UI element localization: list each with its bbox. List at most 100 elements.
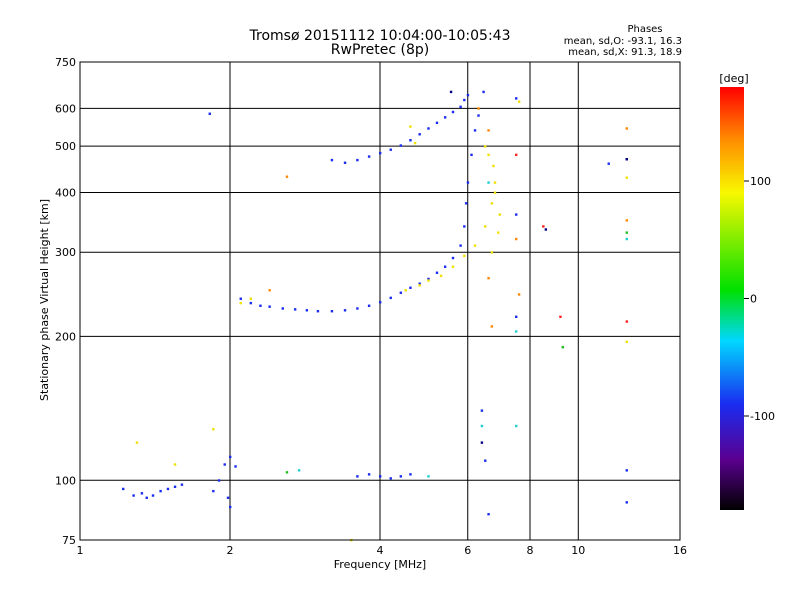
data-point (515, 315, 518, 319)
x-axis-label: Frequency [MHz] (334, 558, 426, 571)
x-axis-ticks: 1 2 4 6 8 10 16 (77, 544, 688, 557)
data-point (356, 475, 359, 478)
data-point (239, 301, 242, 305)
data-point (226, 496, 230, 499)
data-point (464, 202, 468, 205)
chart-subtitle: RwPretec (8p) (331, 42, 429, 58)
data-point (487, 129, 490, 132)
data-point (427, 475, 430, 478)
data-point (451, 265, 455, 268)
data-point (413, 141, 417, 145)
data-point (517, 100, 521, 103)
y-axis-label: Stationary phase Virtual Height [km] (38, 199, 51, 401)
data-point (484, 459, 487, 462)
data-point (625, 469, 628, 472)
data-point (515, 213, 518, 216)
x-tick-label: 10 (571, 544, 585, 557)
data-point (229, 505, 232, 509)
data-point (515, 237, 518, 241)
data-point (625, 237, 628, 241)
data-point (459, 244, 462, 247)
data-point (281, 307, 284, 310)
data-point (484, 225, 487, 228)
data-point (212, 489, 215, 493)
data-point (466, 93, 470, 97)
colorbar-ticks: 100 0 -100 (744, 175, 775, 423)
data-point (561, 346, 564, 349)
data-point (449, 90, 453, 94)
data-point (418, 284, 421, 287)
data-point (443, 265, 447, 268)
chart-title: Tromsø 20151112 10:04:00-10:05:43 (249, 28, 511, 44)
x-tick-label: 2 (227, 544, 234, 557)
data-point (297, 469, 301, 472)
data-point (487, 181, 490, 184)
data-point (477, 114, 480, 117)
data-point (151, 494, 155, 497)
data-point (316, 310, 320, 313)
data-point (259, 304, 262, 307)
data-point (496, 231, 500, 234)
data-point (356, 307, 359, 310)
data-point (135, 441, 139, 444)
stats-line-x: mean, sd,X: 91.3, 18.9 (568, 47, 682, 58)
data-point (330, 158, 334, 162)
y-tick-label: 75 (62, 534, 76, 547)
data-point (367, 473, 371, 476)
data-point (268, 305, 271, 308)
data-point (451, 110, 455, 114)
data-point (463, 98, 466, 102)
data-point (285, 175, 289, 178)
data-point (268, 289, 271, 292)
data-point (159, 489, 162, 493)
data-point (343, 309, 347, 312)
stats-line-o: mean, sd,O: -93.1, 16.3 (564, 36, 682, 47)
data-point (490, 325, 494, 328)
data-point (208, 112, 211, 115)
y-tick-label: 600 (55, 102, 76, 115)
data-point (490, 251, 494, 254)
y-tick-label: 200 (55, 330, 76, 343)
data-point (389, 148, 392, 151)
data-point (480, 409, 484, 412)
x-tick-label: 16 (673, 544, 687, 557)
data-point (544, 228, 548, 231)
data-point (473, 129, 477, 132)
data-point (466, 181, 470, 184)
colorbar-label: [deg] (719, 72, 748, 85)
data-point (477, 107, 480, 110)
data-point (484, 145, 487, 148)
grid-lines (80, 62, 680, 540)
data-point (625, 340, 628, 344)
data-point (399, 291, 403, 294)
data-point (223, 463, 226, 466)
data-point (492, 164, 495, 168)
data-point (493, 181, 497, 184)
data-point (367, 304, 371, 307)
y-tick-label: 400 (55, 186, 76, 199)
data-point (427, 127, 430, 130)
data-point (173, 463, 177, 466)
data-point (517, 293, 521, 296)
data-point (409, 125, 412, 128)
data-point (409, 139, 412, 142)
y-tick-label: 300 (55, 246, 76, 259)
data-point (463, 225, 466, 228)
data-point (482, 90, 485, 94)
data-point (625, 231, 628, 234)
data-point (379, 475, 382, 478)
data-point (498, 213, 501, 216)
x-tick-label: 1 (77, 544, 84, 557)
data-point (145, 496, 148, 499)
data-point (399, 475, 403, 478)
data-point (212, 428, 215, 431)
data-point (625, 320, 628, 323)
data-point (234, 465, 237, 468)
data-point (379, 151, 382, 155)
data-point (443, 116, 447, 119)
data-point (473, 244, 477, 247)
data-point (427, 279, 430, 282)
data-point (439, 274, 443, 278)
